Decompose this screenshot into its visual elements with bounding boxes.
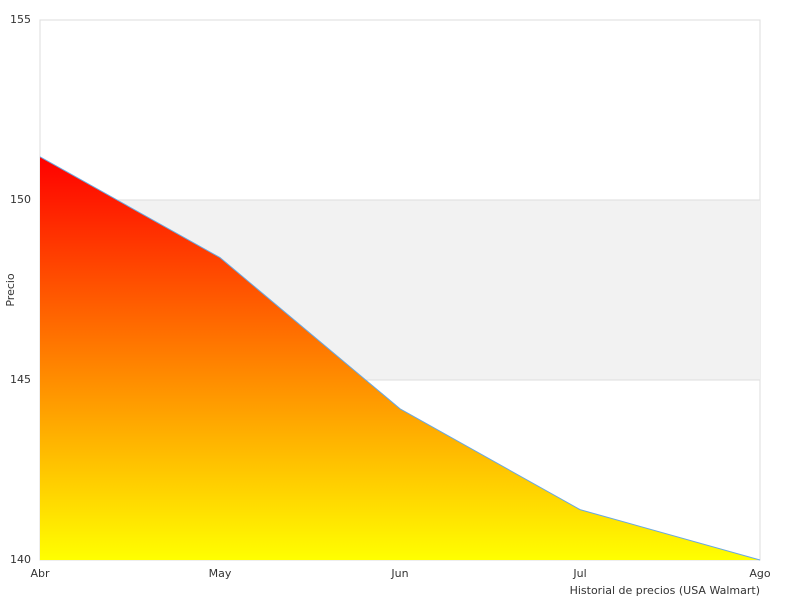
y-tick-label: 155 — [10, 13, 31, 26]
x-axis-label: Historial de precios (USA Walmart) — [570, 584, 760, 597]
x-tick-label: Abr — [30, 567, 50, 580]
y-tick-label: 150 — [10, 193, 31, 206]
y-tick-label: 145 — [10, 373, 31, 386]
y-axis-label: Precio — [4, 273, 17, 307]
x-tick-label: Jun — [390, 567, 408, 580]
y-tick-label: 140 — [10, 553, 31, 566]
x-tick-label: May — [209, 567, 232, 580]
line — [39, 156, 761, 561]
x-tick-label: Jul — [572, 567, 586, 580]
x-tick-label: Ago — [749, 567, 771, 580]
